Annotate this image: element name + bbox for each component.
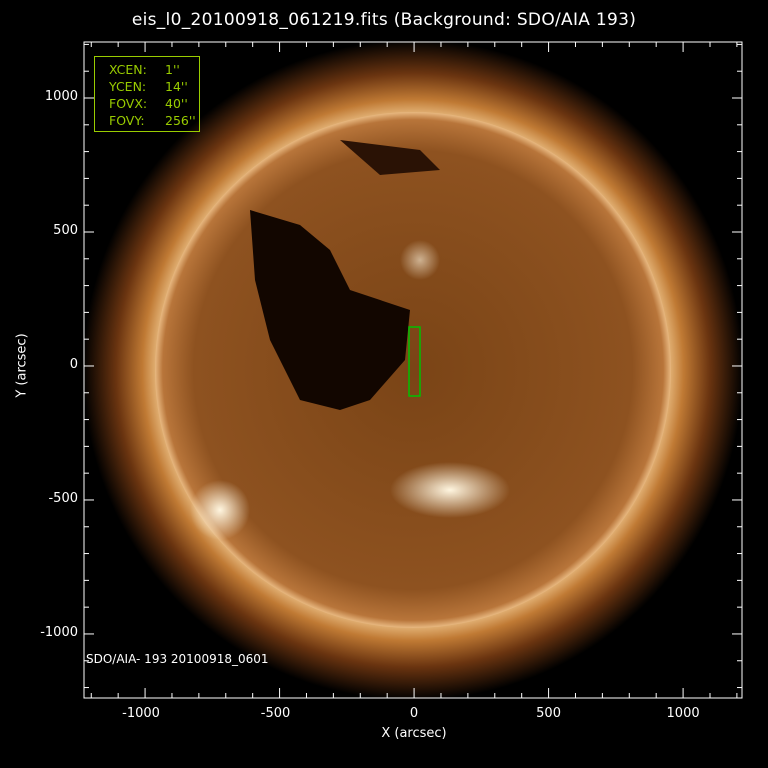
info-row-ycen: YCEN: 14'': [109, 79, 188, 94]
y-tick-label: 500: [53, 222, 78, 238]
plot-frame: [83, 41, 743, 699]
y-tick-label: 0: [69, 356, 78, 372]
x-tick-label: 500: [536, 706, 561, 721]
y-tick-label: -500: [48, 490, 78, 506]
plot-title: eis_l0_20100918_061219.fits (Background:…: [131, 10, 637, 30]
x-axis-label: X (arcsec): [381, 726, 447, 741]
source-label: SDO/AIA- 193 20100918_0601: [86, 652, 269, 666]
x-tick-label: 1000: [666, 706, 700, 721]
info-row-fovy: FOVY: 256'': [109, 113, 196, 128]
y-tick-label: 1000: [44, 89, 78, 104]
coronal-hole: [250, 210, 410, 410]
x-tick-label: -1000: [122, 706, 160, 721]
sun-image: [83, 40, 743, 700]
eis-fov-box: [408, 326, 421, 397]
info-box: XCEN: 1'' YCEN: 14'' FOVX: 40'' FOVY: 256'': [94, 56, 200, 132]
x-tick-label: -500: [260, 706, 291, 721]
info-row-fovx: FOVX: 40'': [109, 96, 188, 111]
y-tick-label: -1000: [40, 624, 78, 640]
x-tick-label: 0: [409, 706, 419, 721]
info-row-xcen: XCEN: 1'': [109, 62, 180, 77]
